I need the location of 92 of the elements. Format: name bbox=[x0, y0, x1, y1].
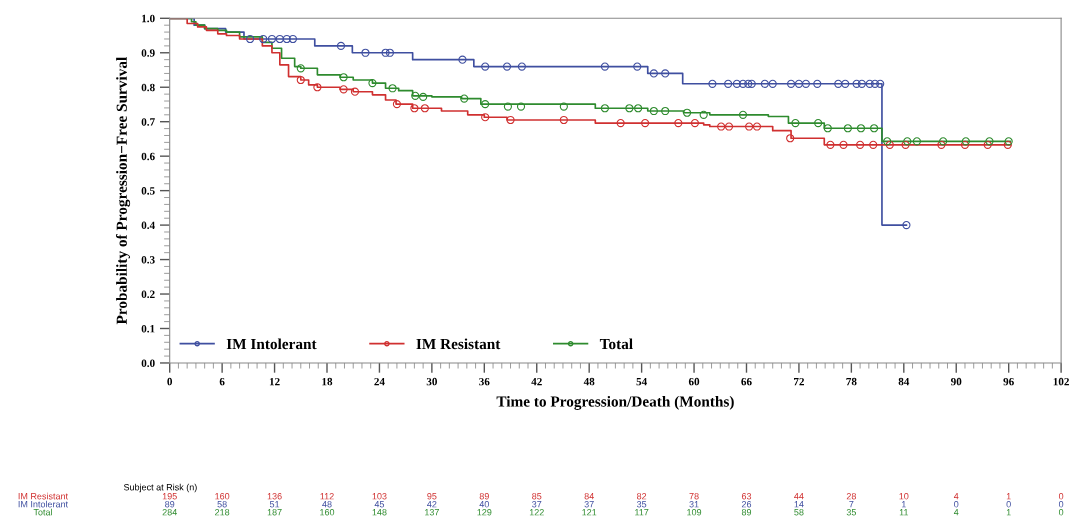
text: 85 bbox=[532, 493, 542, 500]
text: 0 bbox=[1058, 509, 1064, 516]
x-tick-label: 36 bbox=[479, 377, 490, 386]
x-tick-label: 90 bbox=[950, 377, 962, 386]
text: 218 bbox=[215, 509, 230, 516]
y-tick-label: 0.2 bbox=[141, 290, 155, 299]
text: 45 bbox=[374, 501, 385, 508]
text: 31 bbox=[689, 501, 699, 508]
y-axis-title: Probability of Progression−Free Survival bbox=[115, 57, 131, 325]
text: 195 bbox=[162, 493, 177, 500]
text: 63 bbox=[741, 493, 752, 500]
text: 0 bbox=[954, 501, 959, 508]
text: 136 bbox=[267, 493, 282, 500]
text: 95 bbox=[427, 493, 437, 500]
x-tick-label: 48 bbox=[583, 377, 595, 386]
text: 11 bbox=[899, 509, 909, 516]
text: 51 bbox=[269, 501, 280, 508]
text: 28 bbox=[846, 493, 856, 500]
x-tick-label: 66 bbox=[741, 377, 752, 386]
text: 42 bbox=[427, 501, 437, 508]
text: 0 bbox=[1006, 501, 1011, 508]
x-tick-label: 18 bbox=[322, 377, 333, 386]
text: 117 bbox=[635, 509, 649, 516]
text: 26 bbox=[741, 501, 752, 508]
x-tick-label: 0 bbox=[167, 377, 173, 386]
text: 84 bbox=[584, 493, 594, 500]
y-tick-label: 0.9 bbox=[141, 49, 155, 57]
text: 160 bbox=[215, 493, 230, 500]
text: 121 bbox=[582, 509, 597, 516]
text: 137 bbox=[425, 509, 439, 516]
text: 10 bbox=[899, 493, 909, 500]
text: 284 bbox=[162, 509, 177, 516]
x-tick-label: 30 bbox=[426, 377, 438, 386]
x-tick-label: 6 bbox=[219, 377, 225, 386]
text: 129 bbox=[477, 509, 492, 516]
x-tick-label: 96 bbox=[1003, 377, 1014, 386]
text: 78 bbox=[689, 493, 699, 500]
text: 0 bbox=[1058, 501, 1064, 508]
y-tick-label: 0.0 bbox=[141, 359, 155, 367]
x-tick-label: 84 bbox=[898, 377, 910, 386]
text: 14 bbox=[794, 501, 804, 508]
text: 4 bbox=[953, 493, 959, 500]
x-tick-label: 54 bbox=[636, 377, 647, 386]
text: IM Resistant bbox=[18, 492, 68, 500]
text: 89 bbox=[165, 501, 175, 508]
text: 103 bbox=[372, 493, 387, 500]
y-tick-label: 0.6 bbox=[141, 152, 155, 161]
text: Subject at Risk (n) bbox=[123, 483, 197, 493]
legend-label: Total bbox=[599, 338, 633, 350]
text: 58 bbox=[217, 501, 227, 508]
y-tick-label: 0.5 bbox=[141, 187, 155, 195]
text: Total bbox=[33, 508, 52, 516]
text: 1 bbox=[901, 501, 906, 508]
legend-label: IM Resistant bbox=[416, 338, 501, 350]
text: 35 bbox=[846, 509, 857, 516]
text: 4 bbox=[953, 509, 959, 516]
text: 44 bbox=[794, 493, 804, 500]
text: 160 bbox=[320, 509, 335, 516]
text: 187 bbox=[267, 509, 282, 516]
x-axis-title: Time to Progression/Death (Months) bbox=[496, 395, 734, 410]
text: 0 bbox=[1058, 493, 1064, 500]
text: IM Intolerant bbox=[18, 500, 68, 508]
y-tick-label: 0.1 bbox=[141, 324, 155, 333]
text: 7 bbox=[849, 501, 854, 508]
x-tick-label: 12 bbox=[269, 377, 280, 386]
text: 112 bbox=[320, 493, 334, 500]
text: 35 bbox=[636, 501, 647, 508]
x-tick-label: 24 bbox=[374, 377, 385, 386]
text: 37 bbox=[584, 501, 594, 508]
text: 122 bbox=[529, 509, 544, 516]
x-tick-label: 102 bbox=[1053, 377, 1069, 386]
text: 1 bbox=[1006, 509, 1011, 516]
legend-label: IM Intolerant bbox=[226, 338, 317, 350]
y-tick-label: 0.4 bbox=[141, 221, 155, 230]
text: 89 bbox=[479, 493, 489, 500]
y-tick-label: 0.3 bbox=[141, 256, 155, 264]
text: 109 bbox=[687, 509, 702, 516]
x-tick-label: 78 bbox=[846, 377, 857, 386]
x-tick-label: 60 bbox=[688, 377, 700, 386]
y-tick-label: 1.0 bbox=[142, 14, 155, 23]
text: 58 bbox=[794, 509, 804, 516]
x-tick-label: 42 bbox=[531, 377, 542, 386]
text: 1 bbox=[1006, 493, 1011, 500]
text: 40 bbox=[479, 501, 489, 508]
text: 148 bbox=[372, 509, 387, 516]
text: 48 bbox=[322, 501, 332, 508]
text: 89 bbox=[741, 509, 752, 516]
y-tick-label: 0.8 bbox=[141, 83, 155, 92]
y-tick-label: 0.7 bbox=[141, 118, 155, 126]
text: 82 bbox=[636, 493, 647, 500]
x-tick-label: 72 bbox=[794, 377, 805, 386]
text: 37 bbox=[532, 501, 542, 508]
